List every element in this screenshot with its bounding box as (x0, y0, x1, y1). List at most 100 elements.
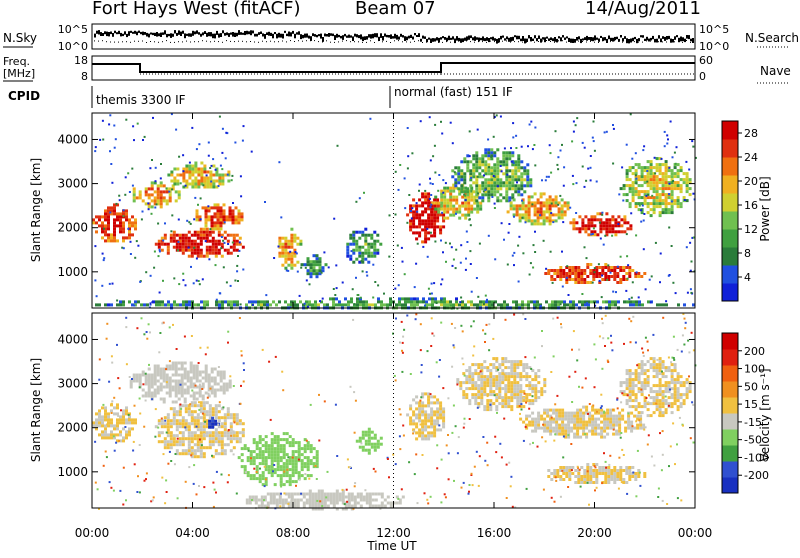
noise-sample (656, 39, 658, 43)
heatmap-cell (355, 231, 358, 234)
heatmap-cell (253, 477, 256, 480)
heatmap-cell (671, 372, 674, 375)
heatmap-cell (606, 415, 609, 418)
heatmap-cell (215, 449, 218, 452)
heatmap-cell (518, 303, 521, 306)
heatmap-speckle (490, 156, 492, 158)
heatmap-cell (308, 300, 311, 303)
heatmap-cell (606, 412, 609, 415)
heatmap-speckle (668, 193, 670, 195)
noise-sample (308, 36, 310, 39)
heatmap-cell (197, 422, 200, 425)
heatmap-cell (481, 157, 484, 160)
noise-sample (300, 34, 302, 39)
nsearch-sample (486, 42, 487, 43)
heatmap-cell (496, 181, 499, 184)
heatmap-cell (572, 224, 575, 227)
heatmap-cell (587, 218, 590, 221)
heatmap-cell (173, 410, 176, 413)
heatmap-cell (516, 366, 519, 369)
heatmap-cell (227, 410, 230, 413)
heatmap-cell (604, 263, 607, 266)
heatmap-cell (410, 303, 413, 306)
heatmap-cell (220, 215, 223, 218)
heatmap-cell (236, 440, 239, 443)
heatmap-cell (116, 239, 119, 242)
heatmap-cell (313, 269, 316, 272)
heatmap-speckle (132, 125, 134, 127)
heatmap-cell (680, 178, 683, 181)
heatmap-cell (292, 465, 295, 468)
heatmap-cell (211, 426, 214, 429)
heatmap-cell (359, 437, 362, 440)
heatmap-cell (537, 415, 540, 418)
heatmap-cell (200, 434, 203, 437)
heatmap-cell (211, 368, 214, 371)
heatmap-cell (398, 303, 401, 306)
heatmap-cell (596, 212, 599, 215)
heatmap-cell (125, 406, 128, 409)
heatmap-cell (596, 218, 599, 221)
heatmap-speckle (571, 140, 573, 142)
heatmap-cell (487, 196, 490, 199)
heatmap-speckle (125, 119, 127, 121)
heatmap-cell (653, 199, 656, 202)
heatmap-cell (632, 303, 635, 306)
heatmap-cell (489, 381, 492, 384)
heatmap-cell (507, 372, 510, 375)
heatmap-cell (513, 360, 516, 363)
heatmap-cell (525, 372, 528, 375)
heatmap-cell (582, 418, 585, 421)
heatmap-speckle (494, 207, 496, 209)
heatmap-cell (352, 240, 355, 243)
heatmap-speckle (437, 190, 439, 192)
heatmap-cell (200, 404, 203, 407)
heatmap-cell (139, 383, 142, 386)
heatmap-cell (635, 405, 638, 408)
heatmap-cell (241, 453, 244, 456)
heatmap-cell (262, 444, 265, 447)
heatmap-cell (134, 227, 137, 230)
heatmap-speckle (626, 144, 628, 146)
nsearch-sample (530, 40, 531, 41)
noise-sample (406, 37, 408, 41)
heatmap-cell (125, 409, 128, 412)
heatmap-cell (170, 437, 173, 440)
heatmap-cell (356, 440, 359, 443)
heatmap-cell (182, 419, 185, 422)
heatmap-cell (635, 202, 638, 205)
heatmap-cell (519, 372, 522, 375)
heatmap-speckle (488, 235, 490, 237)
heatmap-speckle (417, 243, 419, 245)
heatmap-cell (501, 387, 504, 390)
heatmap-speckle (238, 250, 240, 252)
heatmap-cell (307, 474, 310, 477)
heatmap-cell (543, 192, 546, 195)
heatmap-cell (626, 227, 629, 230)
heatmap-cell (638, 375, 641, 378)
heatmap-cell (470, 208, 473, 211)
heatmap-speckle (137, 123, 139, 125)
noise-sample (668, 36, 670, 39)
heatmap-cell (456, 378, 459, 381)
noise-sample (200, 34, 202, 37)
heatmap-cell (608, 300, 611, 303)
heatmap-cell (523, 169, 526, 172)
heatmap-cell (626, 300, 629, 303)
heatmap-cell (254, 300, 257, 303)
heatmap-cell (442, 422, 445, 425)
heatmap-cell (179, 437, 182, 440)
heatmap-cell (190, 383, 193, 386)
nsearch-label: N.Search (745, 31, 799, 45)
heatmap-speckle (361, 260, 363, 262)
heatmap-cell (247, 447, 250, 450)
heatmap-cell (176, 428, 179, 431)
heatmap-cell (202, 383, 205, 386)
heatmap-cell (184, 371, 187, 374)
heatmap-cell (98, 215, 101, 218)
heatmap-cell (199, 371, 202, 374)
heatmap-cell (142, 199, 145, 202)
heatmap-cell (543, 378, 546, 381)
noise-sample (230, 33, 232, 35)
heatmap-cell (197, 183, 200, 186)
